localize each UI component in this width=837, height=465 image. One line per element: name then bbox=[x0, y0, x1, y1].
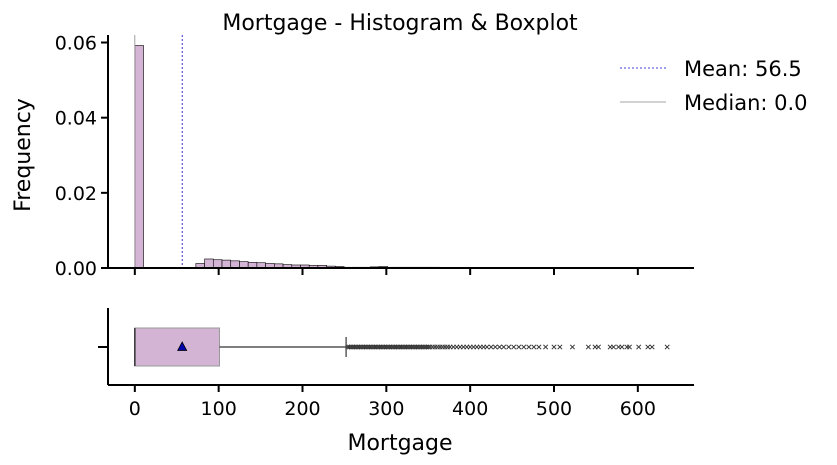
box-outlier bbox=[526, 344, 532, 350]
x-tick-label: 400 bbox=[452, 398, 488, 420]
boxplot bbox=[134, 327, 670, 367]
histogram-bar bbox=[204, 258, 214, 269]
x-axis-label: Mortgage bbox=[347, 431, 452, 456]
legend-mean-label: Mean: 56.5 bbox=[684, 57, 802, 81]
histogram-bar bbox=[134, 45, 144, 269]
histogram-reference-lines bbox=[134, 35, 183, 268]
box-outlier bbox=[516, 344, 522, 350]
histogram-bar bbox=[221, 259, 232, 269]
boxplot-axes: 0 100 200 300 400 500 600 bbox=[98, 308, 694, 420]
box-outlier bbox=[595, 344, 601, 350]
box-outlier bbox=[664, 344, 670, 350]
box-outlier bbox=[619, 344, 625, 350]
y-tick-label: 0.06 bbox=[55, 33, 97, 55]
box-outlier bbox=[585, 344, 591, 350]
box-outlier bbox=[531, 344, 537, 350]
box-outlier bbox=[501, 344, 507, 350]
box-outlier bbox=[536, 344, 542, 350]
box-outlier bbox=[543, 344, 549, 350]
box-outlier bbox=[425, 344, 431, 350]
chart-title: Mortgage - Histogram & Boxplot bbox=[222, 11, 578, 36]
legend-median-label: Median: 0.0 bbox=[684, 91, 808, 115]
box-iqr bbox=[134, 327, 220, 367]
x-tick-label: 100 bbox=[201, 398, 237, 420]
histogram-axes: 0.00 0.02 0.04 0.06 bbox=[55, 33, 694, 280]
box-outlier bbox=[492, 344, 498, 350]
box-outlier bbox=[521, 344, 527, 350]
box-outlier bbox=[645, 344, 651, 350]
box-mean-marker bbox=[177, 341, 188, 351]
x-tick-label: 500 bbox=[536, 398, 572, 420]
x-tick-label: 0 bbox=[129, 398, 141, 420]
box-outlier bbox=[488, 344, 494, 350]
box-outlier bbox=[506, 344, 512, 350]
box-outlier bbox=[551, 344, 557, 350]
box-outlier bbox=[511, 344, 517, 350]
y-tick-label: 0.00 bbox=[55, 258, 97, 280]
x-tick-label: 300 bbox=[368, 398, 404, 420]
box-outlier bbox=[649, 344, 655, 350]
box-outlier bbox=[557, 344, 563, 350]
x-tick-label: 600 bbox=[620, 398, 656, 420]
box-outlier bbox=[569, 344, 575, 350]
box-outlier bbox=[484, 344, 490, 350]
box-outlier bbox=[626, 344, 633, 350]
y-axis-label: Frequency bbox=[11, 98, 36, 212]
histogram-bar bbox=[212, 259, 223, 269]
x-tick-label: 200 bbox=[284, 398, 320, 420]
box-outlier bbox=[496, 344, 503, 350]
y-tick-label: 0.02 bbox=[55, 183, 97, 205]
legend: Mean: 56.5 Median: 0.0 bbox=[620, 57, 808, 115]
histogram-bar bbox=[230, 260, 240, 269]
box-outlier bbox=[610, 344, 617, 350]
box-outlier bbox=[636, 344, 642, 350]
histogram-bars bbox=[134, 45, 624, 269]
y-tick-label: 0.04 bbox=[55, 108, 97, 130]
